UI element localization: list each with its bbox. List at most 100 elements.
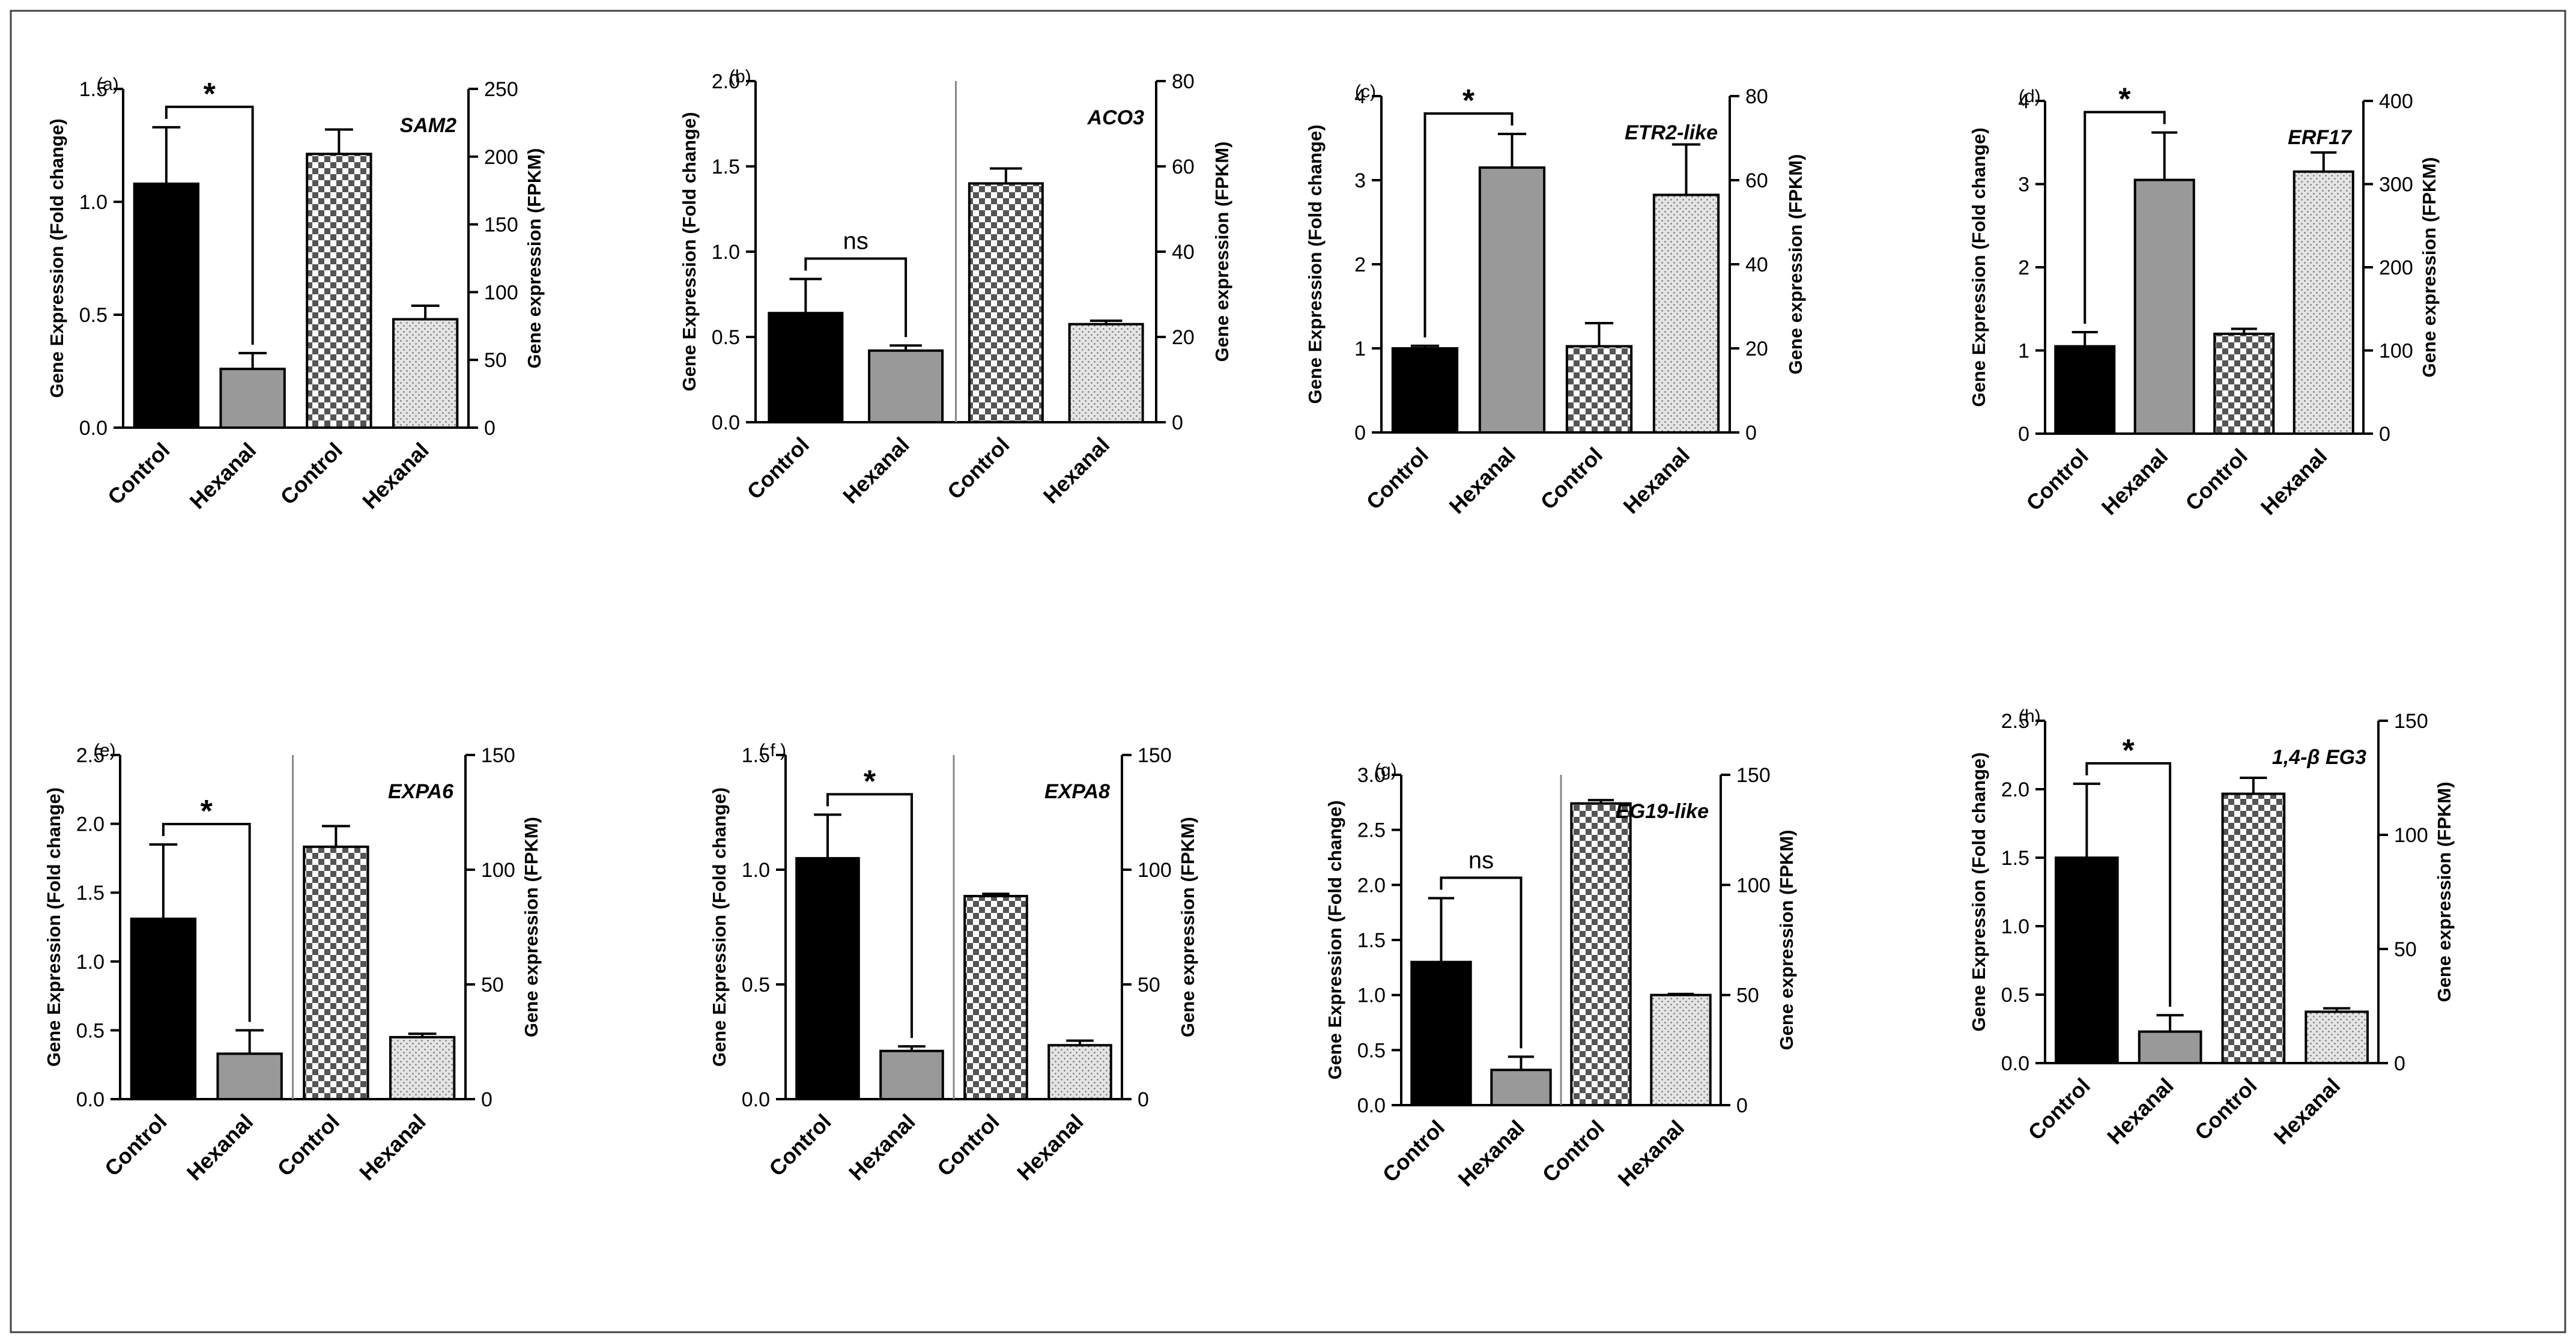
bar-control-fpkm [968,182,1044,423]
right-tick-label: 80 [1745,85,1768,108]
significance-label: * [204,77,216,112]
right-tick-label: 60 [1745,169,1768,192]
left-tick-label: 3 [1354,169,1366,192]
left-tick-label: 0.0 [742,1088,770,1111]
right-axis-title: Gene expression (FPKM) [1785,154,1806,375]
bar-control-fold-change [1391,347,1459,434]
significance-label: * [2118,82,2131,117]
right-axis-title: Gene expression (FPKM) [521,817,542,1037]
significance-label: ns [843,228,868,254]
left-tick-label: 2.0 [2001,778,2029,801]
left-tick-label: 2.0 [712,70,740,93]
right-tick-label: 0 [1138,1088,1149,1111]
bar-hexanal-fpkm [1650,993,1712,1106]
left-tick-label: 1 [1354,338,1366,360]
panel-label: (c) [1355,82,1376,102]
left-tick-label: 1.5 [1357,929,1386,952]
gene-name: ERF17 [2288,126,2353,149]
right-tick-label: 400 [2379,90,2413,113]
right-tick-label: 150 [2394,710,2428,733]
right-tick-label: 50 [2394,938,2417,961]
significance-label: * [864,764,876,799]
gene-name: EXPA8 [1044,780,1110,803]
left-tick-label: 0.5 [742,974,770,996]
bar-hexanal-fold-change [2138,1030,2202,1065]
right-tick-label: 20 [1172,326,1195,349]
left-tick-label: 2.5 [1357,819,1386,842]
bar-control-fold-change [130,917,197,1101]
significance-label: * [1462,83,1475,118]
left-tick-label: 1.0 [742,859,770,882]
bar-control-fold-change [795,856,860,1101]
left-tick-label: 0.0 [712,411,740,434]
bar-hexanal-fold-change [1490,1069,1552,1107]
left-axis-title: Gene Expression (Fold change) [1305,124,1326,404]
bar-control-fpkm [2221,792,2286,1064]
left-tick-label: 1.5 [742,744,770,767]
significance-bracket [2085,762,2172,1007]
left-tick-label: 1.5 [2001,847,2029,870]
panel-label: ( f ) [759,741,786,760]
right-tick-label: 100 [484,281,518,304]
left-tick-label: 0.5 [76,1019,105,1042]
bar-control-fpkm [963,894,1028,1101]
bar-hexanal-fold-change [216,1052,283,1101]
bar-control-fpkm [306,153,372,429]
significance-bracket [1440,876,1523,1049]
bar-hexanal-fpkm [1068,323,1144,424]
left-tick-label: 2 [1354,253,1366,276]
left-tick-label: 1.0 [1357,984,1386,1007]
left-tick-label: 0.0 [2001,1052,2029,1075]
bar-control-fold-change [768,312,844,423]
right-tick-label: 50 [481,974,504,996]
bar-control-fold-change [1410,960,1472,1106]
left-tick-label: 0.5 [79,304,108,327]
bar-control-fpkm [2213,332,2275,435]
right-axis-title: Gene expression (FPKM) [1776,830,1797,1050]
left-tick-label: 2.0 [1357,874,1386,897]
left-axis-title: Gene Expression (Fold change) [1324,800,1345,1079]
gene-name: ACO3 [1087,106,1145,129]
bar-control-fpkm [303,845,369,1101]
right-tick-label: 100 [481,859,515,882]
right-tick-label: 100 [2379,340,2413,363]
bar-control-fpkm [1570,802,1632,1106]
chart-panel: 0 1 2 3 4 0 100 200 300 400 Gene Expression (Fold … [1968,82,2440,520]
panel-label: (d) [2019,86,2041,106]
right-tick-label: 0 [481,1088,492,1111]
significance-label: * [2123,733,2135,768]
right-tick-label: 150 [481,744,515,767]
right-tick-label: 0 [1736,1094,1748,1117]
right-tick-label: 0 [1172,411,1183,434]
left-tick-label: 2.5 [2001,710,2029,733]
left-axis-title: Gene Expression (Fold change) [43,787,64,1067]
bar-hexanal-fpkm [2293,170,2354,435]
bar-hexanal-fold-change [2133,178,2195,435]
left-tick-label: 0.5 [2001,984,2029,1007]
left-tick-label: 0.5 [1357,1039,1386,1062]
left-axis-title: Gene Expression (Fold change) [46,118,67,398]
bar-hexanal-fold-change [868,349,944,423]
panel-label: (a) [97,74,119,94]
significance-bracket [2084,111,2166,324]
significance-bracket [162,822,251,1022]
gene-name: ETR2-like [1625,121,1718,144]
right-tick-label: 150 [1736,764,1771,787]
bar-hexanal-fold-change [1478,166,1546,434]
gene-name: 1,4-β EG3 [2272,746,2366,769]
right-tick-label: 150 [484,214,518,237]
left-tick-label: 1.5 [76,882,105,905]
significance-label: ns [1468,847,1494,873]
right-tick-label: 200 [2379,256,2413,279]
panel-label: (b) [729,67,751,86]
right-tick-label: 40 [1172,241,1195,264]
right-axis-title: Gene expression (FPKM) [2434,782,2455,1002]
left-tick-label: 1.5 [79,78,108,101]
right-tick-label: 200 [484,146,518,169]
right-tick-label: 150 [1138,744,1172,767]
significance-label: * [201,794,213,829]
right-axis-title: Gene expression (FPKM) [2419,157,2440,378]
left-tick-label: 3 [2018,174,2029,196]
bar-hexanal-fold-change [879,1049,944,1101]
